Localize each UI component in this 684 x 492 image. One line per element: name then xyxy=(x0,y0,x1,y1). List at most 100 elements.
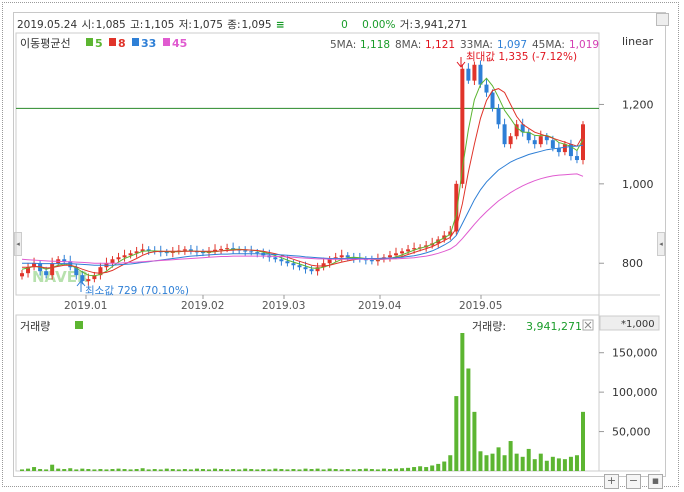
volume-label: 거: xyxy=(399,19,413,31)
time-tick-label: 2019.02 xyxy=(181,300,224,312)
price-tick-label: 800 xyxy=(622,257,643,270)
volume-bar xyxy=(357,469,362,471)
ma-legend-swatch xyxy=(109,38,116,46)
volume-bar xyxy=(249,469,254,471)
scroll-right-arrow-icon[interactable]: ◂ xyxy=(657,232,665,256)
candle-body xyxy=(581,124,585,161)
volume-bar xyxy=(466,368,471,471)
volume-bar xyxy=(291,469,296,471)
volume-bar xyxy=(412,467,417,471)
volume-bar xyxy=(243,468,248,471)
time-tick-label: 2019.04 xyxy=(358,300,402,312)
volume-bar xyxy=(122,469,127,471)
volume-bar xyxy=(460,333,465,471)
ma-legend-swatch xyxy=(86,38,93,46)
volume-bar xyxy=(303,468,308,471)
info-date: 2019.05.24 xyxy=(17,19,78,31)
candle-body xyxy=(339,255,344,258)
volume-bar xyxy=(140,468,145,471)
volume-bar xyxy=(550,456,555,471)
candle-body xyxy=(291,263,296,266)
ma-value-name: 33MA: xyxy=(460,39,493,51)
candle-body xyxy=(116,257,121,260)
volume-bar xyxy=(351,469,356,471)
ma-legend-swatch xyxy=(132,38,139,46)
volume-bar xyxy=(213,468,218,471)
candle-body xyxy=(26,267,31,274)
volume-bar xyxy=(327,468,332,471)
candle-body xyxy=(285,261,290,264)
zoom-out-button[interactable]: − xyxy=(626,474,641,489)
high-value: 1,105 xyxy=(144,19,175,31)
volume-bar xyxy=(182,469,187,471)
volume-bar xyxy=(231,469,236,471)
candle-body xyxy=(92,275,97,280)
volume-bar xyxy=(490,453,495,471)
volume-tick-label: 50,000 xyxy=(612,426,651,439)
candle-body xyxy=(574,156,579,161)
ohlc-info-bar: 2019.05.24 시:1,085 고:1,105 저:1,075 종:1,0… xyxy=(17,17,468,31)
close-value: 1,095 xyxy=(241,19,272,31)
volume-bar xyxy=(32,467,37,471)
volume-bar xyxy=(436,463,441,471)
volume-bar xyxy=(297,469,302,471)
volume-bar xyxy=(502,455,507,471)
candle-body xyxy=(200,252,205,254)
candle-body xyxy=(406,249,411,252)
volume-bar xyxy=(418,466,423,471)
volume-bar xyxy=(363,468,368,471)
candle-body xyxy=(387,255,392,258)
candle-body xyxy=(538,136,543,145)
candle-body xyxy=(369,260,374,262)
candle-body xyxy=(460,68,465,184)
volume-bar xyxy=(207,469,211,471)
volume-bar xyxy=(315,468,320,471)
reset-button[interactable]: ▪ xyxy=(648,474,663,489)
volume-bar xyxy=(20,469,24,471)
ma-value-name: 45MA: xyxy=(532,39,565,51)
candle-body xyxy=(514,124,519,137)
ma-value: 1,118 xyxy=(360,39,390,51)
volume-bar xyxy=(333,469,338,471)
candle-body xyxy=(550,140,555,149)
candle-body xyxy=(279,259,284,262)
volume-bar xyxy=(104,469,109,471)
candle-body xyxy=(158,251,163,253)
volume-bar xyxy=(454,396,459,471)
volume-bar xyxy=(134,469,139,471)
candle-body xyxy=(466,68,471,81)
volume-bar xyxy=(375,469,380,471)
chart-widget-outer xyxy=(2,2,679,487)
volume-bar xyxy=(279,469,284,471)
candle-body xyxy=(502,124,507,145)
volume-bar xyxy=(472,411,477,471)
volume-legend-label: 거래량: xyxy=(472,320,506,333)
volume-bar xyxy=(484,455,489,471)
volume-bar xyxy=(556,458,561,471)
close-button[interactable] xyxy=(656,13,669,26)
volume-bar xyxy=(38,469,43,471)
volume-bar xyxy=(98,469,103,471)
volume-bar xyxy=(92,469,97,471)
volume-bar xyxy=(532,459,537,471)
candle-body xyxy=(74,267,79,276)
candle-body xyxy=(182,249,187,251)
volume-bar xyxy=(442,461,447,471)
close-label: 종: xyxy=(227,19,241,31)
scroll-left-arrow-icon[interactable]: ◂ xyxy=(14,232,22,256)
zoom-in-button[interactable]: + xyxy=(604,474,619,489)
scale-label[interactable]: linear xyxy=(622,35,654,48)
candle-body xyxy=(520,124,525,133)
candle-body xyxy=(32,263,37,268)
volume-bar xyxy=(44,469,49,471)
volume-bar xyxy=(381,468,386,471)
volume-bar xyxy=(225,469,230,471)
candle-body xyxy=(68,261,73,268)
volume-bar xyxy=(514,453,519,471)
volume-bar xyxy=(68,468,73,471)
volume-bar xyxy=(478,451,483,471)
volume-tick-label: 100,000 xyxy=(612,386,658,399)
candle-body xyxy=(297,265,302,268)
candle-body xyxy=(544,136,549,141)
candle-body xyxy=(44,271,49,276)
